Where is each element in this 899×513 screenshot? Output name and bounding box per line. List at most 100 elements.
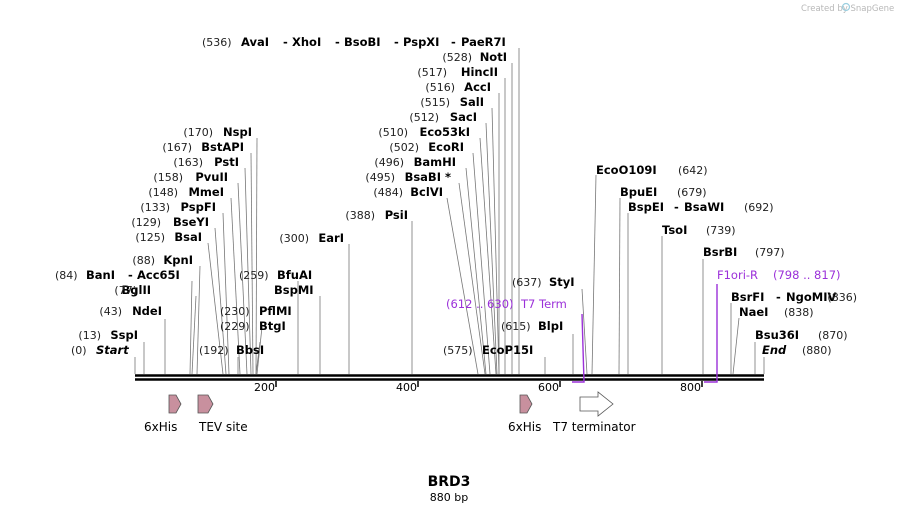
ruler-label: 600 — [538, 381, 559, 394]
site-name[interactable]: StyI — [549, 275, 575, 289]
feature-t7-terminator[interactable]: T7 terminator — [552, 391, 636, 434]
site-name[interactable]: Acc65I — [137, 268, 180, 282]
site-name[interactable]: BsrFI — [731, 290, 764, 304]
site-labels-top-cluster: NotI HincII AccI SalI SacI Eco53kI EcoRI… — [279, 50, 507, 245]
site-position: (167) — [162, 141, 192, 154]
snapgene-logo-icon — [841, 2, 851, 12]
site-name[interactable]: PstI — [214, 155, 239, 169]
site-name[interactable]: BanI — [86, 268, 115, 282]
site-name[interactable]: SspI — [110, 328, 138, 342]
site-name[interactable]: BsaI — [174, 230, 202, 244]
site-name[interactable]: NdeI — [132, 304, 162, 318]
site-name[interactable]: BfuAI — [277, 268, 312, 282]
site-name[interactable]: PaeR7I — [461, 35, 506, 49]
site-name[interactable]: PvuII — [195, 170, 228, 184]
site-position: (880) — [802, 344, 832, 357]
site-separator: - — [128, 268, 133, 282]
site-name[interactable]: TsoI — [662, 223, 687, 237]
site-name[interactable]: NgoMIV — [786, 290, 836, 304]
site-separator: - — [394, 35, 399, 49]
site-name[interactable]: BlpI — [538, 319, 563, 333]
site-name[interactable]: PsiI — [385, 208, 408, 222]
feature-6xhis-1[interactable]: 6xHis — [144, 394, 182, 434]
site-position: (502) — [389, 141, 419, 154]
site-position: (129) — [131, 216, 161, 229]
site-name[interactable]: Bsu36I — [755, 328, 799, 342]
site-separator: - — [674, 200, 679, 214]
site-position: (836) — [827, 291, 857, 304]
site-position: (170) — [183, 126, 213, 139]
end-label[interactable]: End — [762, 343, 787, 357]
site-position: (637) — [512, 276, 542, 289]
site-name[interactable]: BseYI — [173, 215, 209, 229]
site-position: (739) — [706, 224, 736, 237]
site-name[interactable]: EcoO109I — [596, 163, 657, 177]
primer-name[interactable]: T7 Term — [520, 297, 567, 311]
primer-name[interactable]: F1ori-R — [717, 268, 758, 282]
ruler-label: 800 — [680, 381, 701, 394]
site-name[interactable]: MmeI — [188, 185, 224, 199]
site-position: (192) — [199, 344, 229, 357]
site-name[interactable]: NspI — [223, 125, 252, 139]
site-position: (528) — [442, 51, 472, 64]
site-position: (692) — [744, 201, 774, 214]
backbone — [135, 374, 764, 381]
start-label[interactable]: Start — [96, 343, 129, 357]
site-labels-right-cluster: EcoO109I (642) BpuEI (679) BspEI - BsaWI… — [596, 163, 857, 357]
site-name[interactable]: BtgI — [259, 319, 286, 333]
site-position: (838) — [784, 306, 814, 319]
feature-6xhis-2[interactable]: 6xHis — [508, 394, 541, 434]
site-position: (642) — [678, 164, 708, 177]
site-position: (148) — [148, 186, 178, 199]
watermark-text: Created by SnapGene — [801, 4, 894, 14]
site-position: (84) — [55, 269, 78, 282]
site-name[interactable]: HincII — [461, 65, 498, 79]
site-name[interactable]: BstAPI — [201, 140, 244, 154]
site-name[interactable]: XhoI — [292, 35, 321, 49]
site-name[interactable]: BspEI — [628, 200, 664, 214]
site-position: (163) — [173, 156, 203, 169]
site-name[interactable]: KpnI — [163, 253, 193, 267]
site-name[interactable]: BbsI — [236, 343, 264, 357]
site-name[interactable]: NotI — [480, 50, 507, 64]
site-separator: - — [335, 35, 340, 49]
site-leader-lines — [134, 48, 765, 375]
site-name[interactable]: Eco53kI — [419, 125, 470, 139]
site-name[interactable]: BglII — [122, 283, 152, 297]
site-position: (125) — [135, 231, 165, 244]
site-name[interactable]: AccI — [464, 80, 491, 94]
site-name[interactable]: SacI — [450, 110, 477, 124]
site-name[interactable]: EarI — [318, 231, 344, 245]
site-name[interactable]: BclVI — [410, 185, 443, 199]
site-name[interactable]: PspFI — [181, 200, 216, 214]
site-name[interactable]: PflMI — [259, 304, 292, 318]
site-name[interactable]: EcoP15I — [482, 343, 533, 357]
site-position: (484) — [373, 186, 403, 199]
site-name[interactable]: BsaWI — [684, 200, 724, 214]
site-name[interactable]: NaeI — [739, 305, 768, 319]
site-position: (615) — [501, 320, 531, 333]
site-name[interactable]: EcoRI — [428, 140, 464, 154]
snapgene-watermark: Created by SnapGene — [801, 2, 894, 14]
ruler-label: 400 — [396, 381, 417, 394]
site-position: (77) — [114, 284, 137, 297]
site-name[interactable]: AvaI — [241, 35, 269, 49]
feature-tev-site[interactable]: TEV site — [197, 394, 248, 434]
feature-arrow-icon — [168, 394, 182, 414]
feature-arrow-icon — [197, 394, 214, 414]
site-name[interactable]: PspXI — [403, 35, 439, 49]
site-name[interactable]: BsoBI — [344, 35, 381, 49]
site-name[interactable]: BspMI — [274, 283, 314, 297]
site-name[interactable]: BsrBI — [703, 245, 737, 259]
primer-f1ori-r[interactable]: F1ori-R (798 .. 817) — [704, 268, 841, 383]
site-name[interactable]: SalI — [460, 95, 484, 109]
primer-t7-term[interactable]: (612 .. 630) T7 Term — [446, 297, 585, 383]
site-name[interactable]: BpuEI — [620, 185, 657, 199]
site-position: (0) — [71, 344, 87, 357]
site-position: (229) — [220, 320, 250, 333]
site-name[interactable]: BsaBI * — [405, 170, 451, 184]
site-name[interactable]: BamHI — [414, 155, 456, 169]
feature-label: TEV site — [198, 420, 248, 434]
site-position: (516) — [425, 81, 455, 94]
